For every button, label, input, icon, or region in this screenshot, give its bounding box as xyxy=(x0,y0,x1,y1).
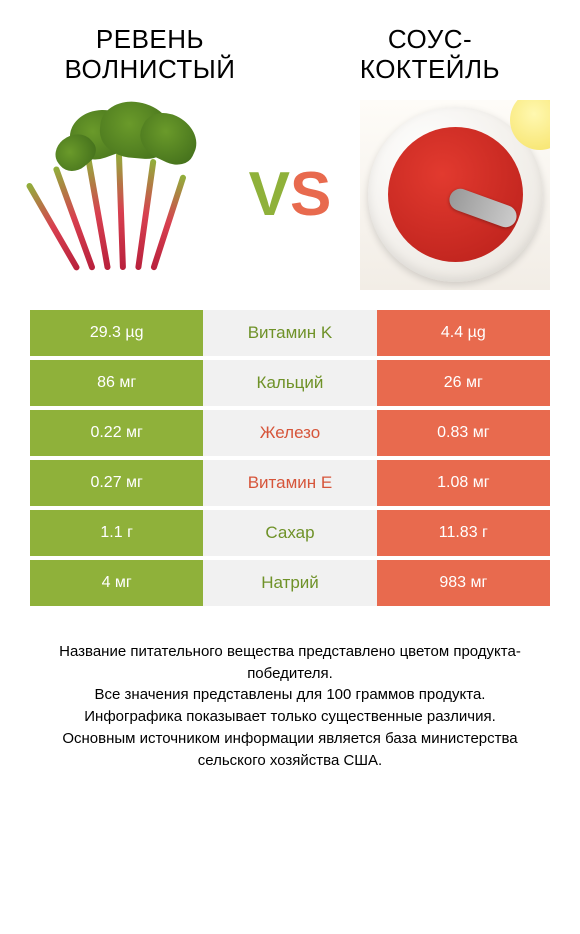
footnote-line: Название питательного вещества представл… xyxy=(30,641,550,685)
cell-nutrient-label: Витамин E xyxy=(203,460,376,506)
nutrient-table: 29.3 µgВитамин K4.4 µg86 мгКальций26 мг0… xyxy=(0,310,580,606)
cell-right-value: 0.83 мг xyxy=(377,410,550,456)
product-left-title: РЕВЕНЬ ВОЛНИСТЫЙ xyxy=(40,25,260,85)
cell-nutrient-label: Сахар xyxy=(203,510,376,556)
table-row: 29.3 µgВитамин K4.4 µg xyxy=(30,310,550,356)
table-row: 0.27 мгВитамин E1.08 мг xyxy=(30,460,550,506)
cell-left-value: 0.27 мг xyxy=(30,460,203,506)
cell-left-value: 4 мг xyxy=(30,560,203,606)
footnote-line: Основным источником информации является … xyxy=(30,728,550,772)
cell-right-value: 26 мг xyxy=(377,360,550,406)
header: РЕВЕНЬ ВОЛНИСТЫЙ СОУС-КОКТЕЙЛЬ xyxy=(0,0,580,95)
cell-nutrient-label: Железо xyxy=(203,410,376,456)
footnote: Название питательного вещества представл… xyxy=(0,606,580,772)
footnote-line: Инфографика показывает только существенн… xyxy=(30,706,550,728)
product-left-image xyxy=(30,100,220,290)
product-right-image xyxy=(360,100,550,290)
product-right-title: СОУС-КОКТЕЙЛЬ xyxy=(320,25,540,85)
cell-right-value: 11.83 г xyxy=(377,510,550,556)
table-row: 86 мгКальций26 мг xyxy=(30,360,550,406)
images-row: VS xyxy=(0,95,580,310)
table-row: 4 мгНатрий983 мг xyxy=(30,560,550,606)
vs-s: S xyxy=(290,160,331,229)
table-row: 0.22 мгЖелезо0.83 мг xyxy=(30,410,550,456)
cell-left-value: 0.22 мг xyxy=(30,410,203,456)
cell-right-value: 1.08 мг xyxy=(377,460,550,506)
cell-left-value: 29.3 µg xyxy=(30,310,203,356)
cell-nutrient-label: Витамин K xyxy=(203,310,376,356)
vs-label: VS xyxy=(249,159,332,230)
footnote-line: Все значения представлены для 100 граммо… xyxy=(30,684,550,706)
cell-nutrient-label: Кальций xyxy=(203,360,376,406)
cell-right-value: 4.4 µg xyxy=(377,310,550,356)
cell-nutrient-label: Натрий xyxy=(203,560,376,606)
vs-v: V xyxy=(249,160,290,229)
cell-right-value: 983 мг xyxy=(377,560,550,606)
cell-left-value: 1.1 г xyxy=(30,510,203,556)
table-row: 1.1 гСахар11.83 г xyxy=(30,510,550,556)
cell-left-value: 86 мг xyxy=(30,360,203,406)
